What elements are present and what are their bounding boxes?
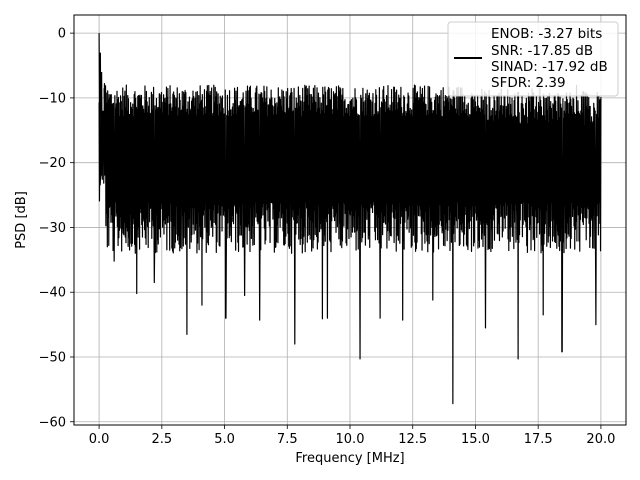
x-tick-label: 15.0	[461, 432, 490, 447]
x-tick-label: 5.0	[214, 432, 235, 447]
x-axis-label: Frequency [MHz]	[295, 451, 404, 466]
y-tick-label: 0	[58, 27, 66, 42]
x-tick-label: 10.0	[336, 432, 365, 447]
legend-box	[447, 21, 619, 97]
x-tick-label: 17.5	[524, 432, 553, 447]
y-tick-label: −60	[39, 415, 66, 430]
x-tick-label: 12.5	[398, 432, 427, 447]
y-axis-ticks: 0 −10 −20 −30 −40 −50 −60	[39, 27, 74, 430]
plot-series-group	[98, 33, 602, 405]
legend-sfdr: SFDR: 2.39	[491, 75, 566, 91]
y-tick-label: −10	[39, 91, 66, 106]
y-tick-label: −30	[39, 221, 66, 236]
x-tick-label: 0.0	[89, 432, 110, 447]
y-tick-label: −20	[39, 156, 66, 171]
x-axis-ticks: 0.0 2.5 5.0 7.5 10.0 12.5 15.0 17.5 20.0	[89, 425, 615, 447]
legend-sinad: SINAD: -17.92 dB	[491, 59, 608, 75]
x-tick-label: 20.0	[586, 432, 615, 447]
y-axis-label: PSD [dB]	[14, 191, 29, 249]
legend-snr: SNR: -17.85 dB	[491, 43, 593, 59]
y-tick-label: −50	[39, 350, 66, 365]
legend: ENOB: -3.27 bits SNR: -17.85 dB SINAD: -…	[447, 21, 619, 97]
x-tick-label: 2.5	[151, 432, 172, 447]
x-tick-label: 7.5	[277, 432, 298, 447]
y-tick-label: −40	[39, 286, 66, 301]
psd-series-line	[98, 33, 602, 405]
legend-enob: ENOB: -3.27 bits	[491, 26, 602, 42]
